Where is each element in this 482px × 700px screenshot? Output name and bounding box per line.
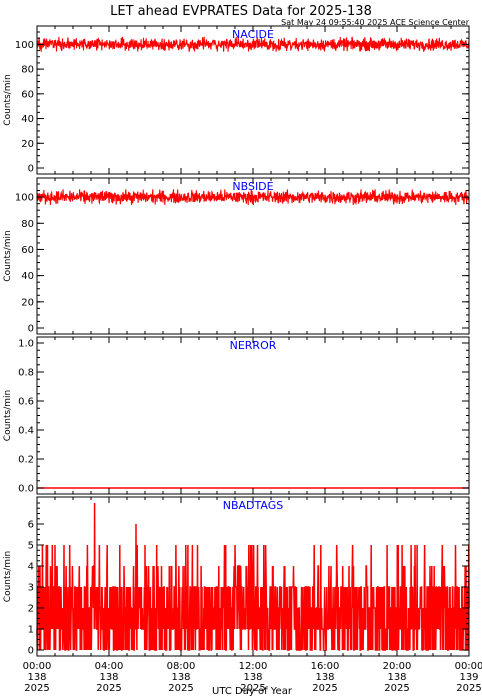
x-tick-doy: 139 [459,672,478,683]
y-tick-label: 60 [21,89,34,100]
x-tick-doy: 138 [315,672,334,683]
x-tick-year: 2025 [24,683,49,694]
panel-label: NBADTAGS [223,499,283,512]
y-tick-label: 0.8 [18,368,34,379]
x-tick-time: 04:00 [95,661,124,672]
y-tick-label: 100 [15,40,34,51]
x-tick-doy: 138 [27,672,46,683]
series-line-nacide [36,36,470,53]
x-tick-time: 12:00 [239,661,268,672]
y-axis-label: Counts/min [3,551,13,602]
x-tick-doy: 138 [387,672,406,683]
y-tick-label: 1.0 [18,339,34,350]
x-tick-year: 2025 [168,683,193,694]
x-tick-time: 00:00 [23,661,52,672]
y-tick-label: 80 [21,219,34,230]
x-tick-doy: 138 [243,672,262,683]
y-axis-label: Counts/min [3,74,13,125]
x-tick-time: 00:00 [455,661,482,672]
y-tick-label: 60 [21,245,34,256]
x-tick-year: 2025 [96,683,121,694]
panel-nbadtags: 0 1 2 3 4 5 6 Counts/min NBADTAGS [3,496,470,657]
y-tick-label: 0.0 [18,484,34,495]
y-tick-label: 0.2 [18,455,34,466]
y-tick-label: 2 [28,604,34,615]
panel-label: NBSIDE [232,180,273,193]
y-tick-label: 4 [28,562,34,573]
y-axis-label: Counts/min [3,390,13,441]
panels: 020406080100Counts/minNACIDE020406080100… [3,25,470,657]
y-tick-label: 0 [28,164,34,175]
y-tick-label: 0.4 [18,426,34,437]
x-tick-doy: 138 [99,672,118,683]
panel-label: NERROR [230,339,277,352]
timestamp: Sat May 24 09:55:40 2025 ACE Science Cen… [281,18,470,27]
chart-title: LET ahead EVPRATES Data for 2025-138 [110,4,372,19]
panel-frame [36,336,470,495]
x-tick-year: 2025 [240,683,265,694]
series-line-nbside [36,189,470,205]
x-tick-time: 08:00 [167,661,196,672]
y-tick-label: 1 [28,625,34,636]
y-tick-label: 20 [21,297,34,308]
x-tick-time: 16:00 [311,661,340,672]
panel-label: NACIDE [232,28,274,41]
y-tick-label: 40 [21,271,34,282]
x-tick-time: 20:00 [383,661,412,672]
y-tick-label: 5 [28,541,34,552]
x-axis-label: UTC Day of Year [212,686,293,697]
y-axis-label: Counts/min [3,230,13,281]
y-tick-label: 40 [21,114,34,125]
y-tick-label: 0 [28,646,34,657]
series-line-nbadtags [36,502,470,651]
y-tick-label: 80 [21,65,34,76]
x-tick-year: 2025 [456,683,481,694]
panel-nerror: 0.0 0.2 0.4 0.6 0.8 1.0 Counts/min NERROR [3,336,470,495]
x-tick-year: 2025 [384,683,409,694]
panel-nbside: 0 20 40 60 80 100 Counts/min NBSIDE [3,177,470,335]
y-tick-label: 20 [21,139,34,150]
x-tick-year: 2025 [312,683,337,694]
y-tick-label: 0 [28,324,34,335]
y-tick-label: 6 [28,520,34,531]
y-tick-label: 3 [28,583,34,594]
x-axis: 00:00138202504:00138202508:00138202512:0… [23,661,482,694]
y-tick-label: 0.6 [18,397,34,408]
y-tick-label: 100 [15,193,34,204]
x-tick-doy: 138 [171,672,190,683]
panel-nacide: 0 20 40 60 80 100 Counts/min NACIDE [3,25,470,175]
